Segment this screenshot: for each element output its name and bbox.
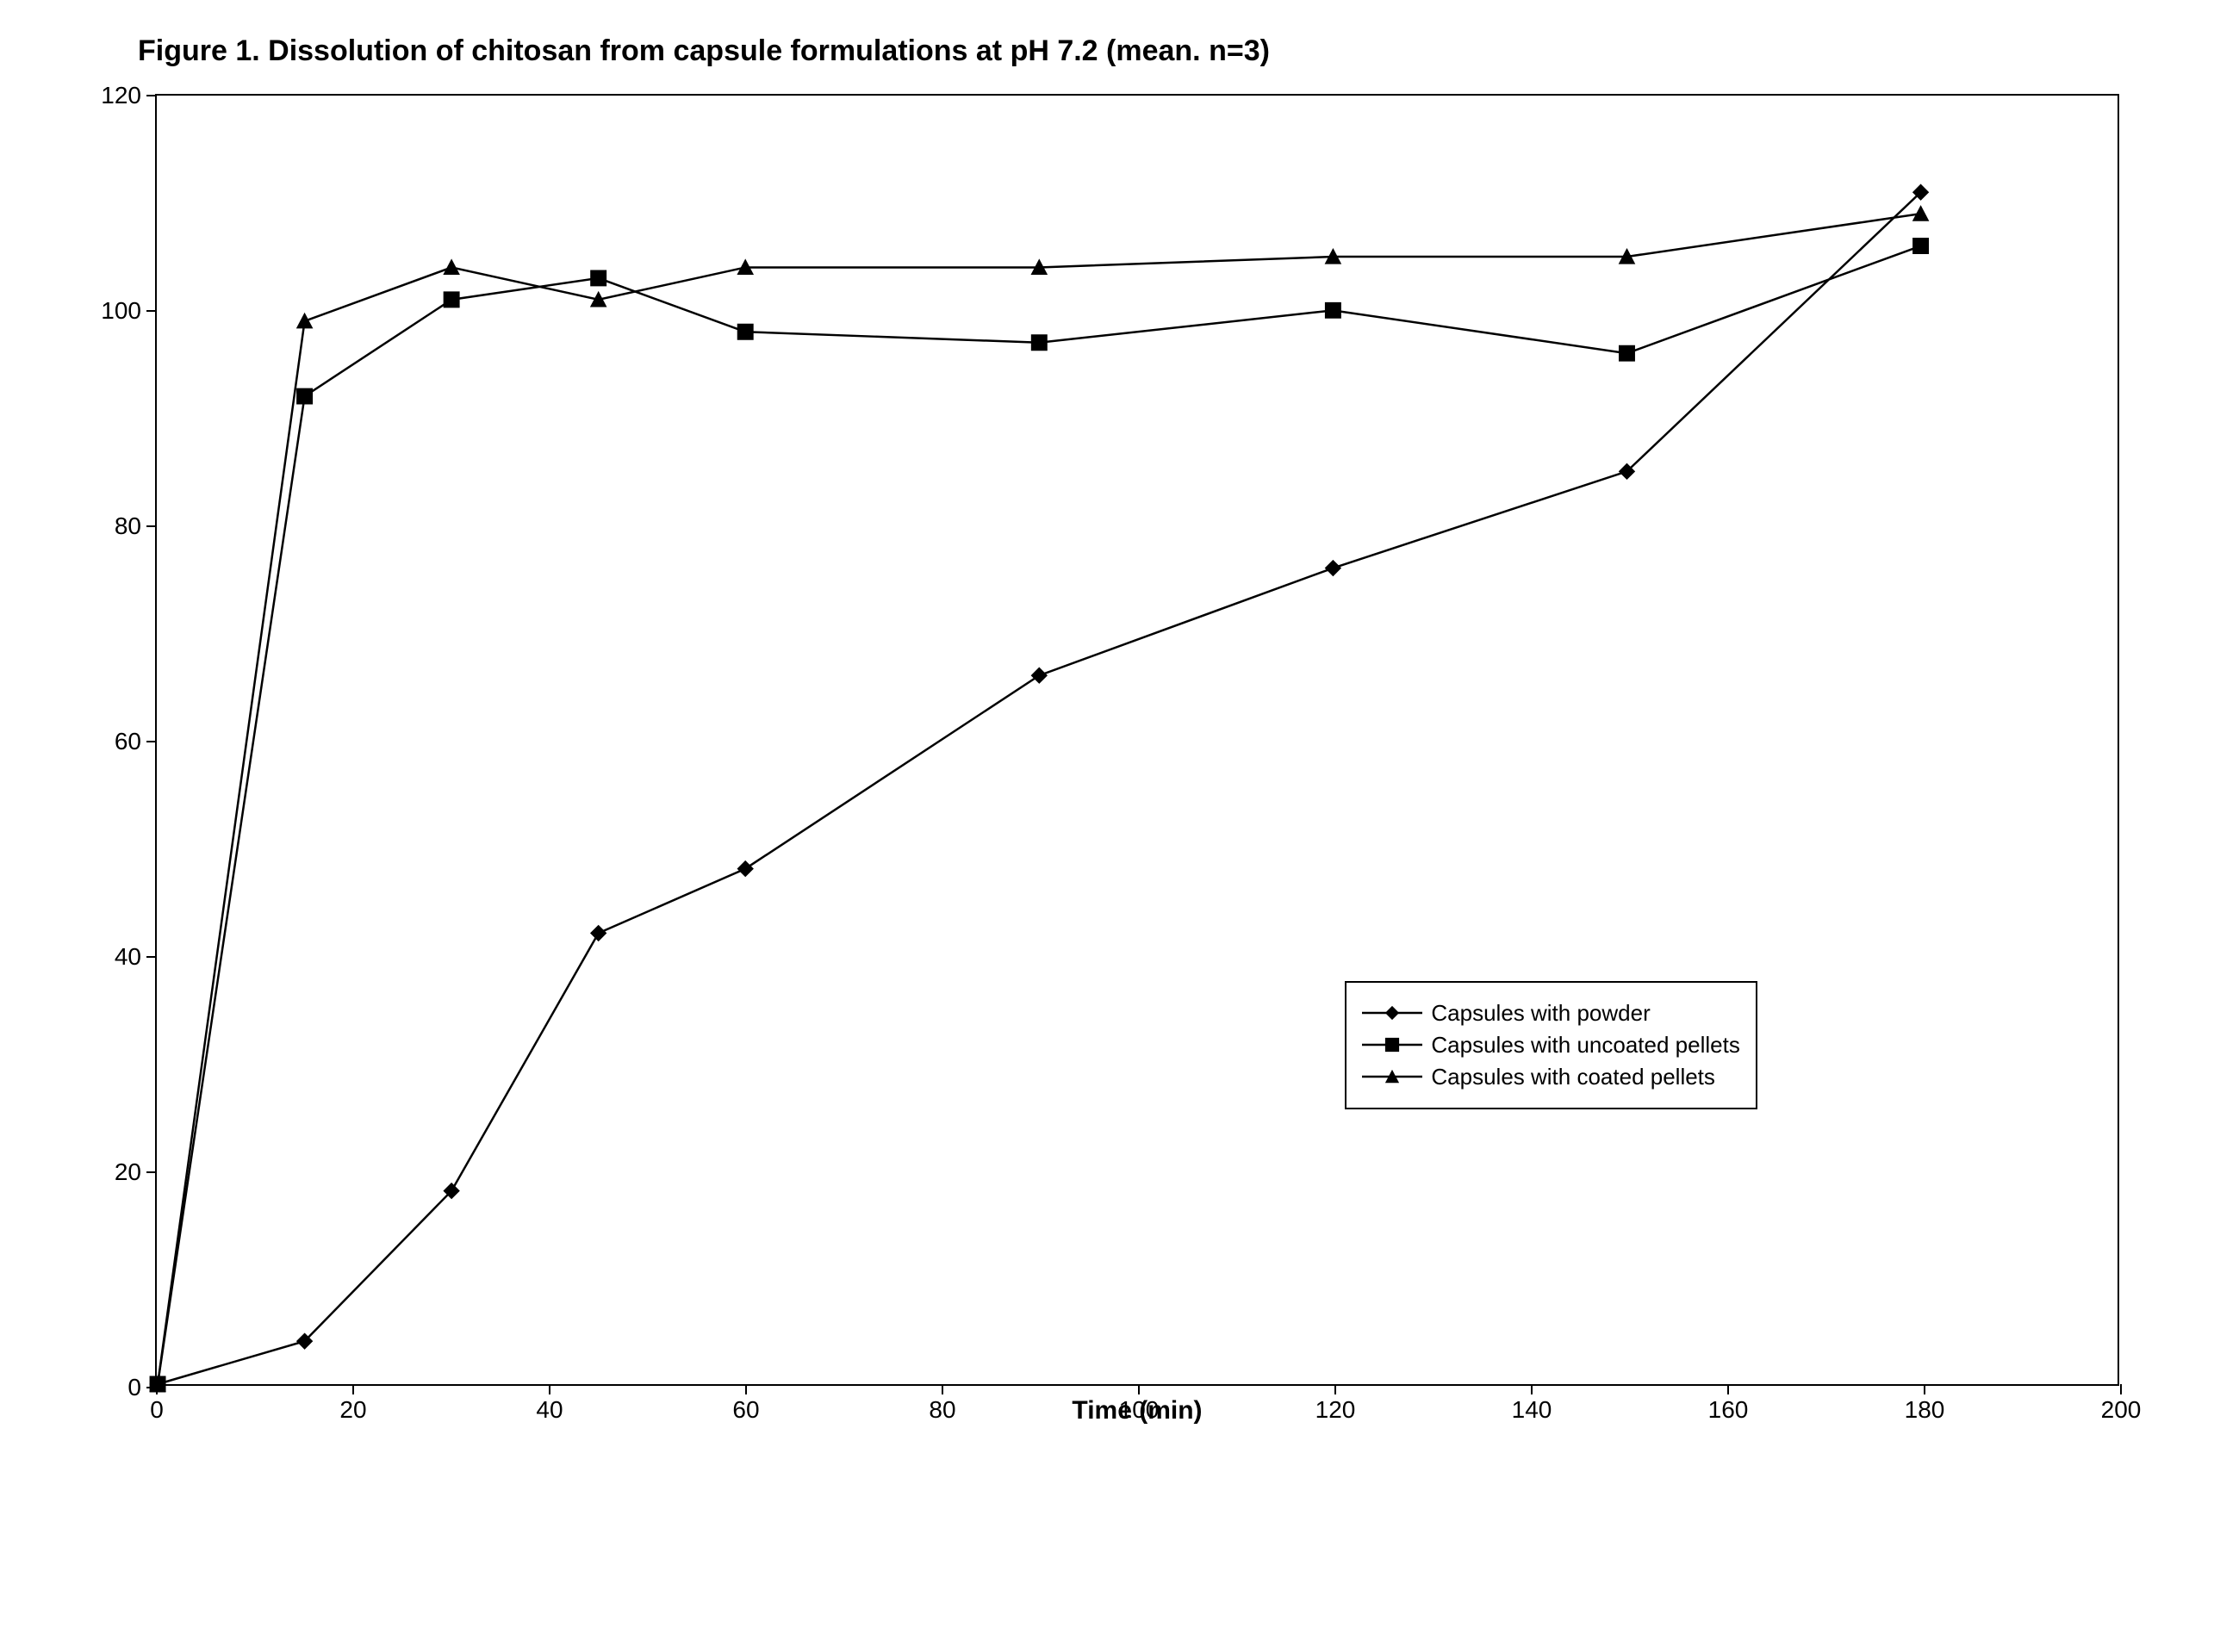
chart-area: Chitosan dissolved (%) Capsules with pow… [34,94,2180,1425]
y-tick-mark [146,741,157,742]
x-tick-mark [1531,1384,1533,1394]
legend-label: Capsules with powder [1431,1000,1650,1027]
x-tick-mark [745,1384,747,1394]
series-line [158,246,1921,1384]
series-marker [591,925,606,941]
x-tick-mark [1334,1384,1336,1394]
series-marker [297,314,313,328]
x-tick-mark [942,1384,943,1394]
legend-label: Capsules with uncoated pellets [1431,1032,1739,1059]
legend: Capsules with powder Capsules with uncoat… [1345,981,1757,1109]
x-tick-mark [1727,1384,1729,1394]
series-marker [737,861,753,877]
legend-label: Capsules with coated pellets [1431,1064,1715,1090]
series-marker [1913,239,1929,254]
series-marker [1620,345,1635,361]
x-tick-mark [156,1384,158,1394]
figure-title: Figure 1. Dissolution of chitosan from c… [34,34,2180,68]
legend-item: Capsules with powder [1362,1000,1739,1027]
legend-item: Capsules with coated pellets [1362,1064,1739,1090]
x-tick-mark [352,1384,354,1394]
x-tick-mark [2120,1384,2122,1394]
series-marker [591,270,606,286]
y-tick-mark [146,310,157,312]
figure: Figure 1. Dissolution of chitosan from c… [34,34,2180,1425]
y-tick-mark [146,956,157,958]
series-marker [1325,302,1340,318]
legend-swatch [1362,1036,1422,1053]
legend-item: Capsules with uncoated pellets [1362,1032,1739,1059]
series-marker [444,292,459,307]
series-line [158,192,1921,1384]
series-marker [1031,335,1047,351]
plot-box: Capsules with powder Capsules with uncoat… [155,94,2119,1386]
x-tick-mark [1138,1384,1140,1394]
legend-swatch [1362,1004,1422,1022]
series-marker [1325,561,1340,576]
x-tick-mark [549,1384,550,1394]
series-line [158,214,1921,1384]
series-marker [1913,206,1929,220]
series-marker [737,324,753,339]
y-tick-mark [146,525,157,527]
series-marker [444,259,459,274]
legend-swatch [1362,1068,1422,1085]
series-marker [1031,668,1047,683]
x-tick-mark [1924,1384,1925,1394]
y-tick-mark [146,1171,157,1173]
y-tick-mark [146,95,157,96]
plot-svg [157,96,2118,1384]
series-marker [297,388,313,404]
